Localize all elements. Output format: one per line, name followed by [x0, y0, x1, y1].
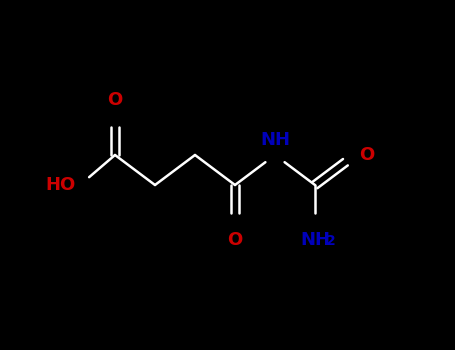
Text: 2: 2 [326, 234, 336, 248]
Text: O: O [107, 91, 123, 109]
Text: NH: NH [260, 131, 290, 149]
Text: NH: NH [300, 231, 330, 249]
Text: O: O [359, 146, 374, 164]
Text: O: O [228, 231, 243, 249]
Text: HO: HO [46, 176, 76, 194]
